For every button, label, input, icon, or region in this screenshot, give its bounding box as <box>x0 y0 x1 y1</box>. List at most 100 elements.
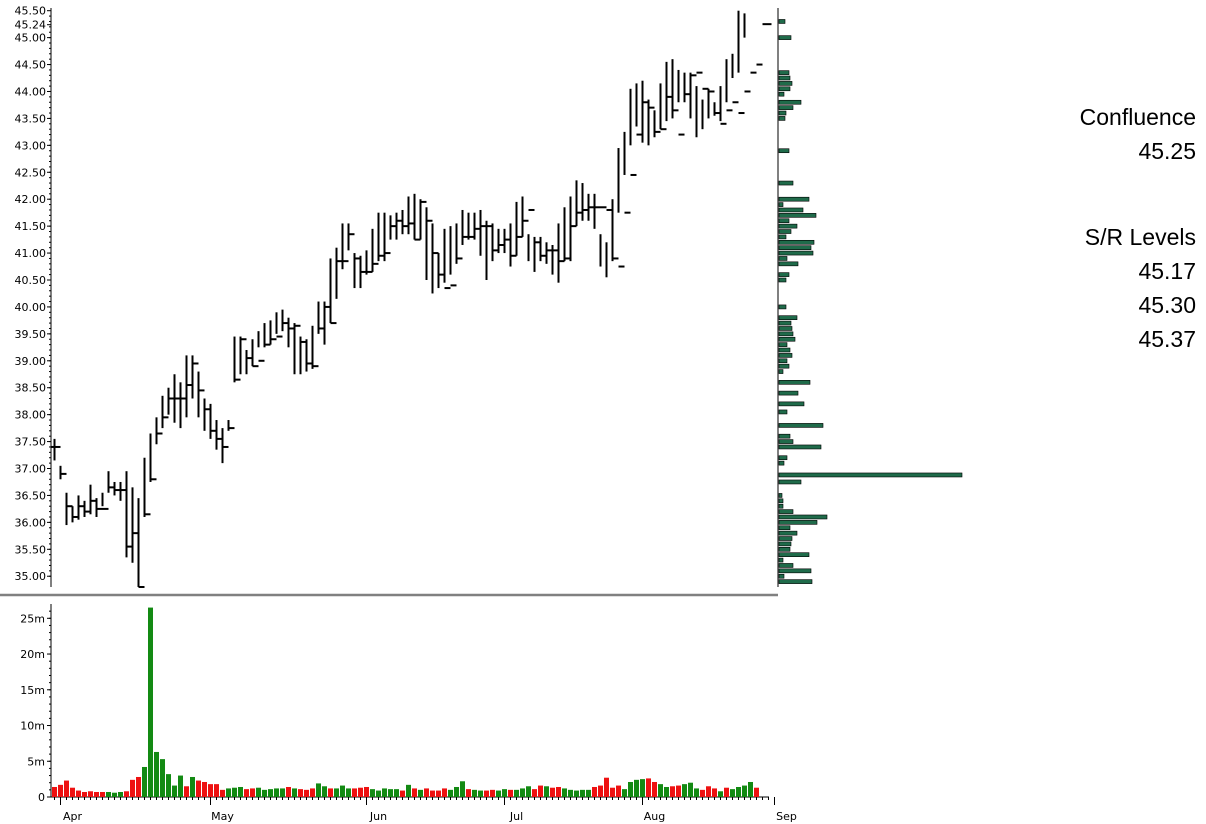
volume-bar <box>736 786 741 797</box>
price-panel: 35.00 35.50 36.00 36.50 37.00 37.50 38.00 38.50… <box>15 5 772 588</box>
profile-bar <box>778 207 804 213</box>
volume-tick-label: 15m <box>20 684 45 697</box>
volume-bar <box>718 791 723 797</box>
profile-bar <box>778 455 788 461</box>
volume-profile-panel <box>777 8 963 587</box>
profile-bar <box>778 315 798 320</box>
price-tick-label: 37.00 <box>15 463 47 476</box>
volume-bar <box>202 781 207 797</box>
profile-bar <box>778 530 798 536</box>
volume-bar <box>286 786 291 797</box>
profile-bar <box>778 272 790 277</box>
volume-bar <box>244 789 249 797</box>
price-tick-label: 37.50 <box>15 436 47 449</box>
profile-bar <box>778 552 810 557</box>
volume-bar <box>748 781 753 797</box>
price-tick-label: 35.50 <box>15 543 47 556</box>
volume-bar <box>754 787 759 797</box>
profile-bar <box>778 423 824 428</box>
price-tick-label: 35.00 <box>15 570 47 583</box>
volume-bar <box>322 786 327 797</box>
price-tick-label: 39.50 <box>15 328 47 341</box>
volume-bar <box>592 786 597 797</box>
profile-bar <box>778 326 793 331</box>
profile-bar <box>778 218 790 224</box>
volume-bar <box>304 789 309 797</box>
volume-bar <box>724 787 729 797</box>
volume-bar <box>226 788 231 797</box>
volume-bar <box>310 788 315 797</box>
volume-bar <box>154 751 159 797</box>
volume-bar <box>682 784 687 797</box>
profile-bar <box>778 509 794 514</box>
confluence-label: Confluence <box>1079 104 1196 130</box>
volume-bar <box>604 777 609 797</box>
sr-level-3: 45.37 <box>1138 326 1196 352</box>
price-tick-label: 45.24 <box>15 19 47 32</box>
price-tick-label: 43.00 <box>15 139 47 152</box>
x-tick-label: Jun <box>369 810 387 823</box>
volume-bar <box>670 786 675 797</box>
volume-bar <box>328 788 333 797</box>
volume-bar <box>526 786 531 797</box>
volume-bar <box>190 776 195 797</box>
volume-bar <box>334 788 339 797</box>
volume-bar <box>88 791 93 797</box>
price-tick-label: 43.50 <box>15 112 47 125</box>
volume-tick-label: 10m <box>20 720 45 733</box>
profile-bar <box>778 277 787 283</box>
volume-bar <box>700 789 705 797</box>
profile-bar <box>778 380 811 385</box>
price-tick-label: 38.50 <box>15 382 47 395</box>
price-tick-label: 45.00 <box>15 32 47 45</box>
volume-tick-label: 25m <box>20 612 45 625</box>
volume-bar <box>280 788 285 797</box>
volume-bar <box>370 789 375 797</box>
volume-bar <box>148 607 153 797</box>
volume-bar <box>502 789 507 797</box>
confluence-panel: Confluence 45.25 S/R Levels 45.17 45.30 … <box>1000 100 1196 356</box>
volume-bar <box>622 789 627 797</box>
profile-bar <box>778 35 792 40</box>
volume-bar <box>520 788 525 797</box>
profile-bar <box>778 331 794 337</box>
profile-bar <box>778 336 796 342</box>
profile-bar <box>778 261 799 267</box>
volume-bar <box>496 790 501 797</box>
volume-bar <box>424 788 429 797</box>
price-tick-label: 40.50 <box>15 274 47 287</box>
volume-bar <box>340 785 345 797</box>
profile-bar <box>778 99 802 105</box>
volume-bar <box>130 779 135 797</box>
volume-tick-label: 0 <box>38 791 45 804</box>
volume-bar <box>94 791 99 797</box>
volume-bar <box>454 786 459 797</box>
volume-bar <box>82 791 87 797</box>
volume-bar <box>256 787 261 797</box>
volume-bar <box>208 784 213 797</box>
profile-bar <box>778 202 784 207</box>
profile-bar <box>778 245 812 250</box>
x-tick-label: Sep <box>776 810 797 823</box>
volume-bar <box>400 790 405 797</box>
volume-bar <box>742 785 747 797</box>
profile-bar <box>778 390 799 396</box>
volume-bar <box>436 790 441 797</box>
price-tick-label: 38.00 <box>15 409 47 422</box>
volume-bar <box>112 792 117 797</box>
volume-bar <box>556 786 561 797</box>
profile-bar <box>778 525 791 531</box>
profile-bar <box>778 520 818 525</box>
volume-bar <box>706 786 711 797</box>
price-tick-label: 39.00 <box>15 355 47 368</box>
volume-tick-label: 5m <box>27 755 45 768</box>
profile-bar <box>778 256 788 261</box>
volume-bar <box>316 783 321 797</box>
profile-bar <box>778 479 802 485</box>
volume-bar <box>712 788 717 797</box>
volume-bar <box>250 788 255 797</box>
profile-bar <box>778 234 787 240</box>
profile-bar <box>778 353 793 358</box>
profile-bar <box>778 546 791 552</box>
profile-bar <box>778 229 792 234</box>
